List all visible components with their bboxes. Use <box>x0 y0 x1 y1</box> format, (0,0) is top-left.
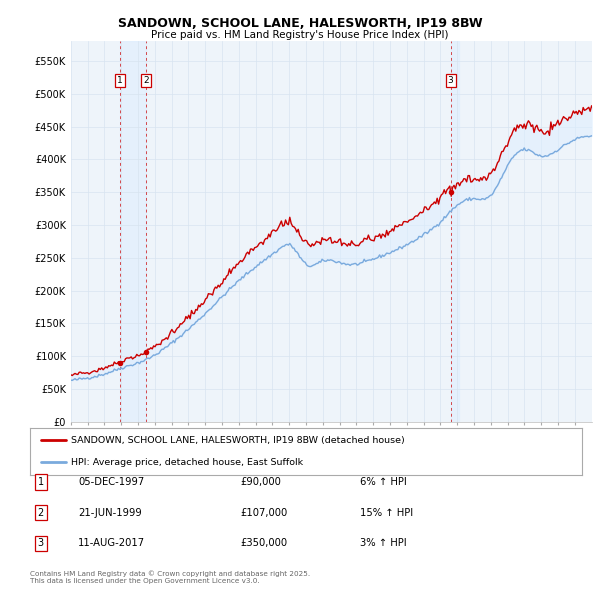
Bar <box>451 41 459 422</box>
Text: SANDOWN, SCHOOL LANE, HALESWORTH, IP19 8BW (detached house): SANDOWN, SCHOOL LANE, HALESWORTH, IP19 8… <box>71 436 405 445</box>
Text: £107,000: £107,000 <box>240 508 287 517</box>
Text: 05-DEC-1997: 05-DEC-1997 <box>78 477 144 487</box>
Text: Contains HM Land Registry data © Crown copyright and database right 2025.
This d: Contains HM Land Registry data © Crown c… <box>30 571 310 584</box>
Text: 3: 3 <box>448 76 454 85</box>
Text: 15% ↑ HPI: 15% ↑ HPI <box>360 508 413 517</box>
Text: 3% ↑ HPI: 3% ↑ HPI <box>360 539 407 548</box>
Text: HPI: Average price, detached house, East Suffolk: HPI: Average price, detached house, East… <box>71 458 304 467</box>
Text: Price paid vs. HM Land Registry's House Price Index (HPI): Price paid vs. HM Land Registry's House … <box>151 30 449 40</box>
Text: £350,000: £350,000 <box>240 539 287 548</box>
Text: 2: 2 <box>143 76 149 85</box>
Text: 11-AUG-2017: 11-AUG-2017 <box>78 539 145 548</box>
Text: 21-JUN-1999: 21-JUN-1999 <box>78 508 142 517</box>
Text: 3: 3 <box>38 539 44 548</box>
Text: 2: 2 <box>38 508 44 517</box>
Text: 6% ↑ HPI: 6% ↑ HPI <box>360 477 407 487</box>
Text: SANDOWN, SCHOOL LANE, HALESWORTH, IP19 8BW: SANDOWN, SCHOOL LANE, HALESWORTH, IP19 8… <box>118 17 482 30</box>
Bar <box>120 41 146 422</box>
Text: 1: 1 <box>38 477 44 487</box>
Text: £90,000: £90,000 <box>240 477 281 487</box>
Text: 1: 1 <box>117 76 123 85</box>
